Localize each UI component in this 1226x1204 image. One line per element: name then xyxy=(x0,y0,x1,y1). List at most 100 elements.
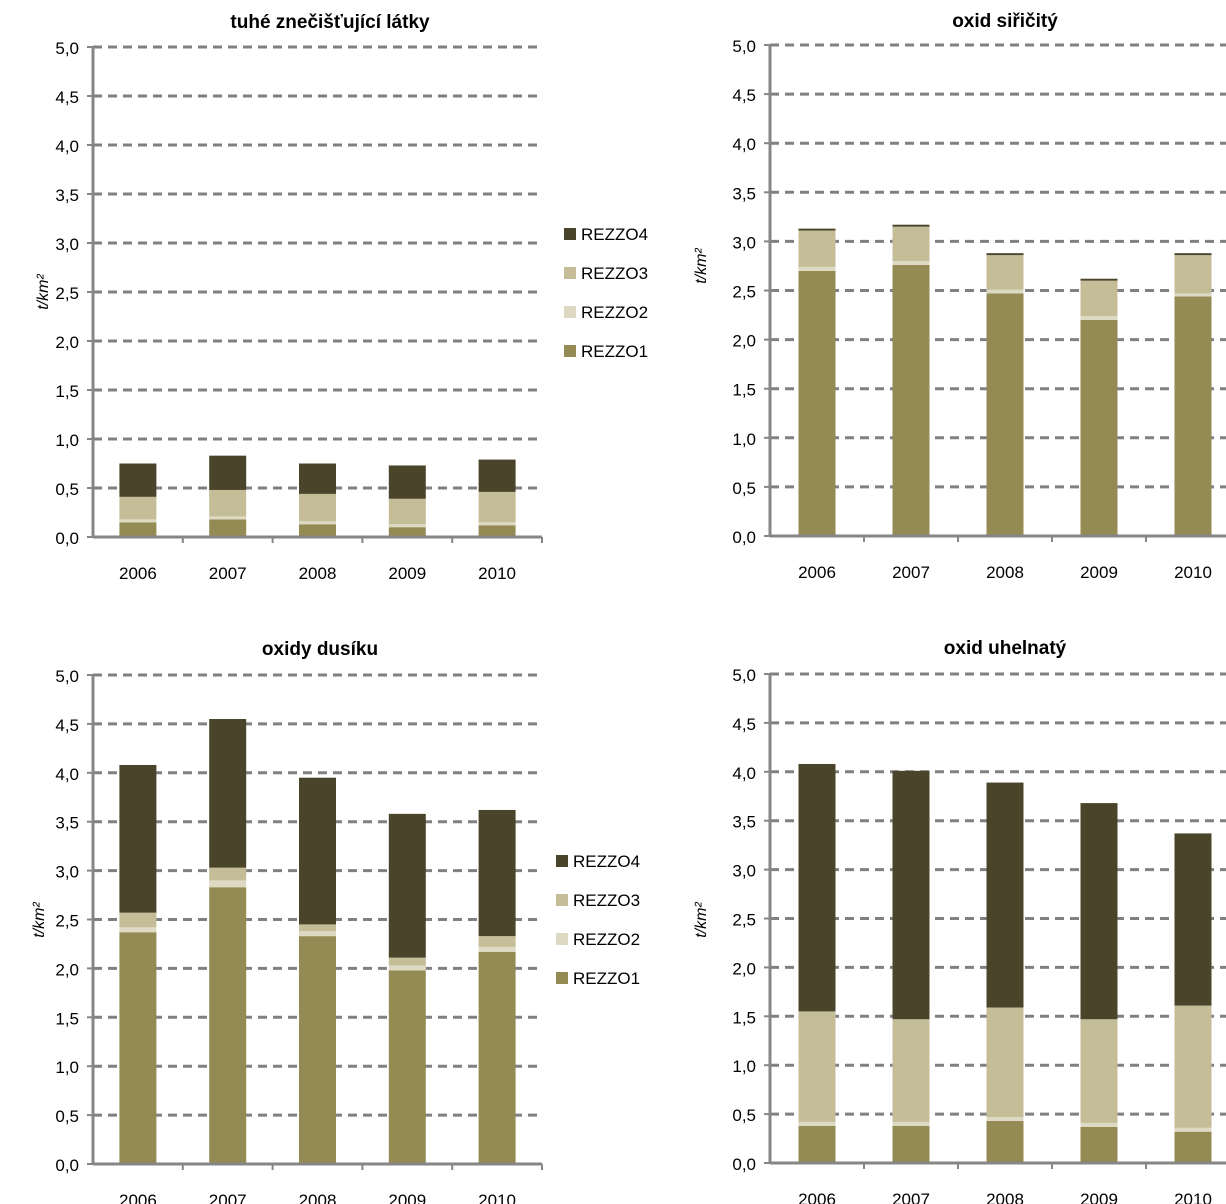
y-tick-label: 0,0 xyxy=(55,1156,79,1175)
bar-rezzo1-2008 xyxy=(299,524,336,537)
legend-label: REZZO3 xyxy=(573,891,640,910)
bar-rezzo3-2006 xyxy=(119,496,157,520)
bar-rezzo3-2007 xyxy=(892,1019,930,1122)
y-tick-label: 3,0 xyxy=(732,233,756,252)
bar-rezzo4-2007 xyxy=(209,719,247,868)
y-tick-label: 0,5 xyxy=(55,480,79,499)
legend-label: REZZO1 xyxy=(573,969,640,988)
y-axis-label: t/km² xyxy=(35,274,52,310)
bar-rezzo2-2006 xyxy=(798,1121,836,1126)
legend: REZZO4 REZZO3 REZZO2 REZZO1 xyxy=(556,852,640,988)
bar-rezzo1-2006 xyxy=(798,270,836,536)
legend-swatch xyxy=(556,933,568,945)
y-tick-label: 4,5 xyxy=(732,715,756,734)
bar-rezzo3-2009 xyxy=(388,957,426,966)
x-tick-label: 2006 xyxy=(119,1191,157,1204)
bar-rezzo3-2008 xyxy=(986,1007,1024,1118)
bar-rezzo1-2006 xyxy=(119,932,157,1164)
bar-rezzo1-2008 xyxy=(986,1120,1024,1163)
y-tick-label: 0,5 xyxy=(55,1107,79,1126)
y-tick-label: 5,0 xyxy=(55,667,79,686)
x-tick-label: 2008 xyxy=(986,563,1024,582)
y-tick-label: 4,5 xyxy=(55,716,79,735)
bar-rezzo2-2006 xyxy=(798,266,836,271)
bar-rezzo3-2008 xyxy=(299,493,336,522)
y-axis-label: t/km² xyxy=(693,248,710,284)
legend-label: REZZO4 xyxy=(573,852,640,871)
bar-rezzo1-2010 xyxy=(478,951,516,1164)
x-tick-label: 2007 xyxy=(209,1191,247,1204)
legend-label: REZZO3 xyxy=(581,264,648,283)
chart-panel-3: oxidy dusíku t/km² 0,0 0,5 1,0 1,5 2,0 2,5 3,0 3,… xyxy=(31,639,640,1204)
bar-rezzo3-2008 xyxy=(986,255,1024,290)
y-tick-label: 2,5 xyxy=(55,284,79,303)
legend-swatch xyxy=(564,267,576,279)
x-tick-label: 2007 xyxy=(892,1190,930,1204)
bar-rezzo4-2010 xyxy=(1174,253,1212,256)
y-tick-label: 3,5 xyxy=(732,813,756,832)
chart-title: oxid uhelnatý xyxy=(944,638,1067,659)
y-tick-label: 5,0 xyxy=(732,666,756,685)
x-tick-label: 2010 xyxy=(1174,1190,1212,1204)
bar-rezzo1-2010 xyxy=(1174,296,1212,536)
x-tick-label: 2010 xyxy=(1174,563,1212,582)
bar-rezzo1-2009 xyxy=(1080,1126,1118,1163)
bar-rezzo3-2006 xyxy=(798,1011,836,1122)
bar-rezzo2-2007 xyxy=(892,261,930,265)
x-tick-label: 2008 xyxy=(299,564,337,583)
x-tick-label: 2006 xyxy=(798,1190,836,1204)
bar-rezzo4-2010 xyxy=(1174,833,1212,1006)
bar-rezzo4-2009 xyxy=(1080,278,1118,281)
bar-rezzo4-2006 xyxy=(798,228,836,231)
y-tick-label: 0,5 xyxy=(732,1106,756,1125)
legend-swatch xyxy=(556,894,568,906)
bar-rezzo4-2009 xyxy=(1080,803,1118,1020)
bar-rezzo1-2010 xyxy=(478,525,516,537)
bar-rezzo2-2008 xyxy=(986,289,1024,294)
y-tick-label: 0,0 xyxy=(732,1155,756,1174)
bar-rezzo3-2006 xyxy=(119,912,157,928)
chart-panel-4: oxid uhelnatý t/km² 0,0 0,5 1,0 1,5 2,0 2,5 3,0 3… xyxy=(693,638,1226,1204)
bar-rezzo1-2007 xyxy=(209,887,247,1164)
bar-rezzo4-2006 xyxy=(119,463,157,497)
bar-rezzo4-2010 xyxy=(478,459,516,492)
x-tick-label: 2009 xyxy=(1080,1190,1118,1204)
bar-rezzo2-2010 xyxy=(478,946,516,952)
x-tick-label: 2008 xyxy=(299,1191,337,1204)
x-tick-label: 2006 xyxy=(798,563,836,582)
bar-rezzo3-2009 xyxy=(388,498,426,525)
chart-title: tuhé znečišťující látky xyxy=(230,12,430,33)
y-tick-label: 4,0 xyxy=(55,765,79,784)
y-tick-label: 2,5 xyxy=(732,283,756,302)
bar-rezzo4-2009 xyxy=(388,465,426,499)
y-tick-label: 4,5 xyxy=(732,86,756,105)
bar-rezzo3-2006 xyxy=(798,230,836,267)
legend: REZZO4 REZZO3 REZZO2 REZZO1 xyxy=(564,225,648,361)
bar-rezzo1-2009 xyxy=(388,527,426,537)
x-tick-label: 2008 xyxy=(986,1190,1024,1204)
bar-rezzo2-2008 xyxy=(299,521,336,525)
bar-rezzo1-2007 xyxy=(892,1125,930,1163)
y-tick-label: 3,0 xyxy=(55,235,79,254)
bar-rezzo1-2008 xyxy=(986,293,1024,536)
bar-rezzo1-2007 xyxy=(892,264,930,536)
y-tick-label: 1,0 xyxy=(55,1058,79,1077)
bar-rezzo3-2010 xyxy=(1174,1005,1212,1128)
bar-rezzo4-2010 xyxy=(478,809,516,937)
legend-label: REZZO2 xyxy=(581,303,648,322)
bar-rezzo2-2009 xyxy=(388,965,426,971)
chart-panel-2: oxid siřičitý t/km² 0,0 0,5 1,0 1,5 2,0 2,5 3,0 3… xyxy=(693,11,1226,582)
chart-title: oxidy dusíku xyxy=(262,639,378,660)
bar-rezzo3-2007 xyxy=(892,226,930,262)
y-tick-label: 1,0 xyxy=(55,431,79,450)
bar-rezzo1-2006 xyxy=(119,522,157,537)
y-tick-label: 1,5 xyxy=(732,1008,756,1027)
chart-title: oxid siřičitý xyxy=(952,11,1058,32)
y-tick-label: 4,0 xyxy=(732,135,756,154)
bar-rezzo2-2008 xyxy=(986,1117,1024,1121)
bar-rezzo4-2007 xyxy=(209,455,247,490)
y-tick-label: 1,0 xyxy=(732,1057,756,1076)
chart-panel-1: tuhé znečišťující látky t/km² 0,0 0,5 1,0 1,5… xyxy=(35,12,648,583)
y-tick-label: 2,5 xyxy=(55,912,79,931)
